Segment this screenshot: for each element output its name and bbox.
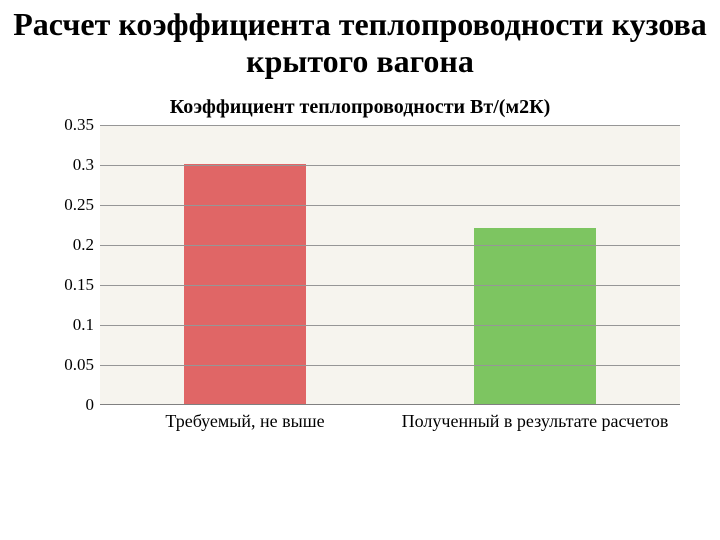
category-label: Требуемый, не выше xyxy=(100,411,390,433)
gridline xyxy=(100,245,680,246)
gridline xyxy=(100,365,680,366)
y-tick-label: 0.15 xyxy=(64,275,94,295)
bar-group xyxy=(100,125,680,404)
y-tick-label: 0.2 xyxy=(73,235,94,255)
y-tick-label: 0.25 xyxy=(64,195,94,215)
chart: 00.050.10.150.20.250.30.35 Требуемый, не… xyxy=(40,125,680,455)
slide: Расчет коэффициента теплопроводности куз… xyxy=(0,0,720,540)
gridline xyxy=(100,285,680,286)
y-tick-label: 0.3 xyxy=(73,155,94,175)
gridline xyxy=(100,325,680,326)
chart-title: Коэффициент теплопроводности Вт/(м2К) xyxy=(170,96,550,119)
main-title: Расчет коэффициента теплопроводности куз… xyxy=(0,0,720,80)
bar xyxy=(474,228,596,404)
y-tick-label: 0.1 xyxy=(73,315,94,335)
y-tick-label: 0.35 xyxy=(64,115,94,135)
y-tick-label: 0.05 xyxy=(64,355,94,375)
category-label: Полученный в результате расчетов xyxy=(390,411,680,433)
gridline xyxy=(100,165,680,166)
bar xyxy=(184,164,306,404)
y-tick-label: 0 xyxy=(86,395,95,415)
gridline xyxy=(100,125,680,126)
gridline xyxy=(100,205,680,206)
plot-area xyxy=(100,125,680,405)
